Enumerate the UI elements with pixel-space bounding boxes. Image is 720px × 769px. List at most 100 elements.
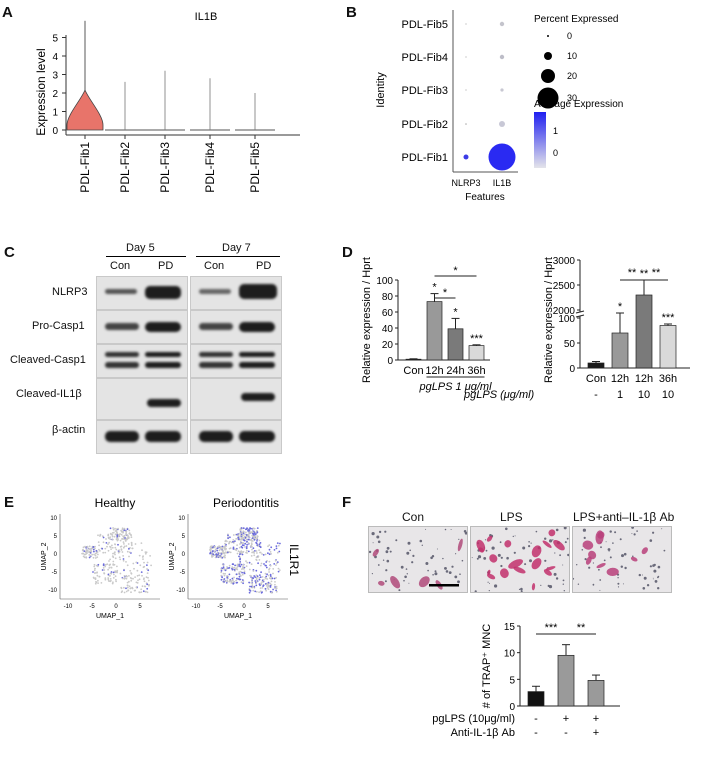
umap-point bbox=[135, 586, 138, 589]
umap-point bbox=[262, 578, 265, 581]
umap-point bbox=[235, 573, 238, 576]
trap-cell bbox=[418, 576, 430, 588]
cell-dot bbox=[377, 564, 380, 566]
micro-label-lps: LPS bbox=[500, 510, 523, 524]
umap-point bbox=[141, 585, 144, 588]
umap-point bbox=[232, 546, 235, 549]
size-legend-label-30: 30 bbox=[567, 93, 577, 103]
umap-point bbox=[85, 556, 88, 559]
umap-point bbox=[242, 537, 245, 540]
trap-cell bbox=[531, 583, 536, 591]
f-ylabel: # of TRAP⁺ MNC bbox=[481, 624, 493, 709]
blot-actin-day5 bbox=[96, 420, 188, 454]
d-right-ytick-label: 100 bbox=[558, 314, 575, 325]
umap-point bbox=[268, 560, 271, 563]
umap-point bbox=[127, 543, 130, 545]
cell-dot bbox=[407, 541, 411, 545]
umap-point bbox=[94, 552, 97, 555]
umap-point bbox=[247, 536, 250, 539]
umap-point bbox=[109, 536, 112, 538]
umap-point bbox=[126, 564, 129, 567]
umap-point bbox=[107, 577, 110, 579]
cell-dot bbox=[463, 530, 467, 533]
umap-point bbox=[264, 577, 267, 580]
cell-dot bbox=[576, 564, 578, 566]
umap-point bbox=[101, 535, 104, 538]
panel-b-identity-label: Identity bbox=[375, 72, 387, 108]
umap-point bbox=[146, 572, 149, 574]
umap-point bbox=[248, 589, 251, 591]
umap-point bbox=[123, 543, 125, 545]
size-legend-label-10: 10 bbox=[567, 51, 577, 61]
umap-point bbox=[90, 550, 93, 553]
umap-point bbox=[237, 536, 240, 539]
f-treatment-value: + bbox=[593, 727, 599, 739]
umap-point bbox=[91, 547, 94, 550]
umap-point bbox=[114, 543, 116, 545]
umap-point bbox=[257, 562, 259, 565]
color-legend-label-1: 1 bbox=[553, 126, 558, 136]
umap-point bbox=[276, 542, 279, 544]
umap-point bbox=[234, 564, 237, 567]
cell-dot bbox=[577, 583, 580, 585]
umap-xtick-label: -5 bbox=[89, 604, 95, 610]
umap-point bbox=[141, 549, 143, 552]
cell-dot bbox=[530, 542, 532, 544]
panel-a-yticks: 0 1 2 3 4 5 bbox=[52, 34, 66, 137]
umap-point bbox=[88, 550, 91, 553]
umap-point bbox=[277, 567, 280, 570]
umap-point bbox=[226, 576, 229, 579]
umap-point bbox=[245, 547, 248, 550]
f-bracket-star: *** bbox=[545, 622, 559, 634]
sig-star: *** bbox=[662, 312, 676, 324]
umap-point bbox=[112, 581, 114, 584]
d-right-dose: 10 bbox=[638, 389, 650, 401]
umap-point bbox=[96, 556, 99, 558]
umap-point bbox=[125, 533, 127, 535]
umap-point bbox=[92, 571, 94, 573]
cell-dot bbox=[434, 572, 438, 576]
d-right-ytick-label: 2500 bbox=[553, 281, 576, 292]
cell-dot bbox=[389, 550, 392, 553]
umap-point bbox=[143, 561, 145, 564]
umap-point bbox=[276, 561, 279, 563]
umap-point bbox=[143, 565, 146, 568]
umap-point bbox=[112, 538, 114, 541]
umap-point bbox=[128, 532, 131, 535]
umap-point bbox=[124, 538, 127, 541]
umap-point bbox=[259, 590, 262, 593]
f-ytick-label: 0 bbox=[509, 702, 515, 713]
umap-point bbox=[209, 547, 212, 550]
umap-point bbox=[92, 556, 95, 559]
trap-cell bbox=[476, 539, 486, 552]
day5-bracket bbox=[106, 256, 186, 257]
umap-point bbox=[258, 559, 261, 561]
cell-dot bbox=[386, 559, 390, 563]
umap-point bbox=[101, 547, 104, 550]
umap-point bbox=[247, 530, 250, 532]
umap-point bbox=[209, 549, 212, 551]
umap-point bbox=[247, 550, 250, 553]
trap-cell bbox=[582, 540, 594, 550]
blot-procasp1-day7 bbox=[190, 310, 282, 344]
umap-point bbox=[220, 578, 223, 581]
cell-dot bbox=[563, 527, 567, 530]
cell-dot bbox=[425, 562, 429, 565]
b-row-label: PDL-Fib1 bbox=[402, 152, 448, 164]
trap-cell bbox=[489, 554, 498, 563]
a-ytick-label: 1 bbox=[52, 108, 58, 119]
umap-point bbox=[116, 565, 118, 568]
umap-point bbox=[252, 550, 255, 553]
umap-point bbox=[233, 580, 236, 583]
umap-point bbox=[123, 545, 126, 548]
umap-point bbox=[238, 546, 241, 549]
cell-dot bbox=[458, 538, 460, 540]
cell-dot bbox=[520, 590, 523, 592]
bar bbox=[635, 294, 653, 369]
f-treatment-value: + bbox=[563, 713, 569, 725]
dot-fib5-nlrp3 bbox=[465, 23, 467, 25]
violin-pdl-fib1 bbox=[66, 20, 104, 131]
umap-point bbox=[123, 591, 126, 594]
umap-point bbox=[104, 578, 107, 581]
umap-point bbox=[142, 555, 145, 558]
